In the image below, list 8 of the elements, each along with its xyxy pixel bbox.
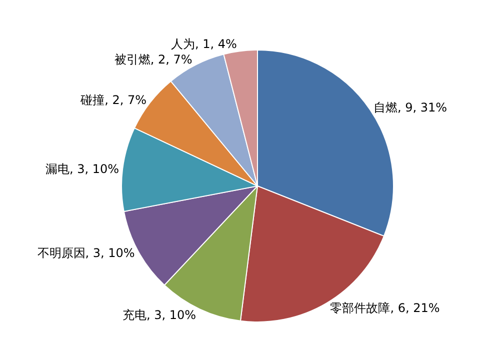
slice-label: 自燃, 9, 31% [373, 100, 448, 114]
slice-label: 零部件故障, 6, 21% [330, 301, 440, 316]
slice-label: 漏电, 3, 10% [45, 162, 120, 176]
slice-label: 不明原因, 3, 10% [37, 246, 135, 260]
slice-label: 碰撞, 2, 7% [80, 93, 147, 108]
slice-label: 被引燃, 2, 7% [114, 52, 192, 66]
slice-label: 充电, 3, 10% [122, 308, 196, 322]
slice-label: 人为, 1, 4% [171, 37, 237, 52]
